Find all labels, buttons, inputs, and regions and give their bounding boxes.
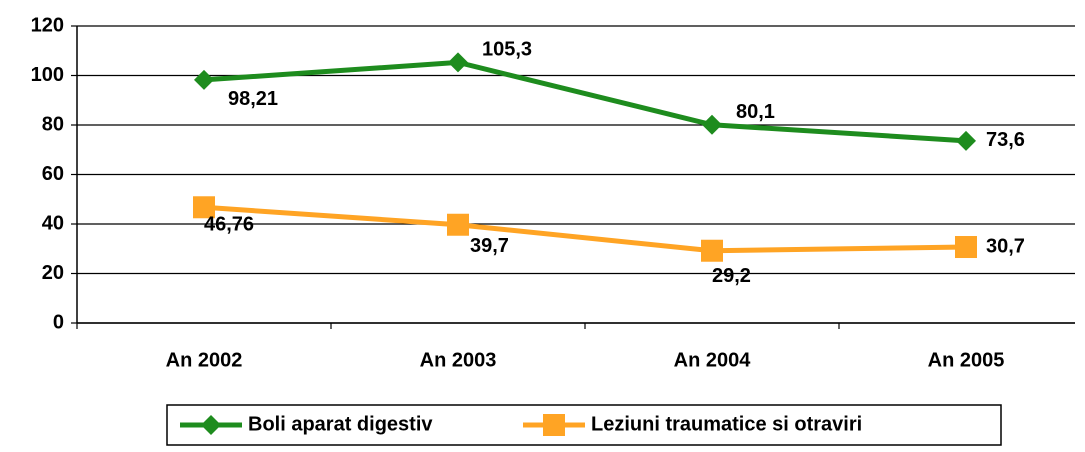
marker [194,69,214,90]
marker [543,414,565,436]
y-tick-label: 0 [53,311,64,333]
legend-label: Boli aparat digestiv [248,413,433,435]
marker [701,239,723,262]
y-tick-label: 60 [42,163,64,185]
x-tick-label: An 2005 [928,349,1005,371]
marker [955,236,977,259]
marker [956,130,976,151]
marker [447,213,469,236]
x-tick-label: An 2002 [166,349,243,371]
x-tick-label: An 2003 [420,349,497,371]
y-tick-label: 20 [42,262,64,284]
data-label: 29,2 [712,265,751,287]
data-label: 30,7 [986,235,1025,257]
data-label: 105,3 [482,39,532,61]
data-label: 46,76 [204,214,254,236]
marker [201,415,221,435]
series-line [203,59,967,144]
x-tick-label: An 2004 [674,349,752,371]
y-tick-label: 80 [42,113,64,135]
data-label: 73,6 [986,129,1025,151]
marker [448,52,468,73]
legend-label: Leziuni traumatice si otraviri [591,413,862,435]
data-label: 80,1 [736,101,775,123]
y-tick-label: 100 [31,64,64,86]
y-tick-label: 120 [31,14,64,36]
data-label: 98,21 [228,88,278,110]
series-line [203,204,967,254]
marker [193,196,215,219]
y-tick-label: 40 [42,212,64,234]
data-label: 39,7 [470,235,509,257]
marker [702,114,722,135]
